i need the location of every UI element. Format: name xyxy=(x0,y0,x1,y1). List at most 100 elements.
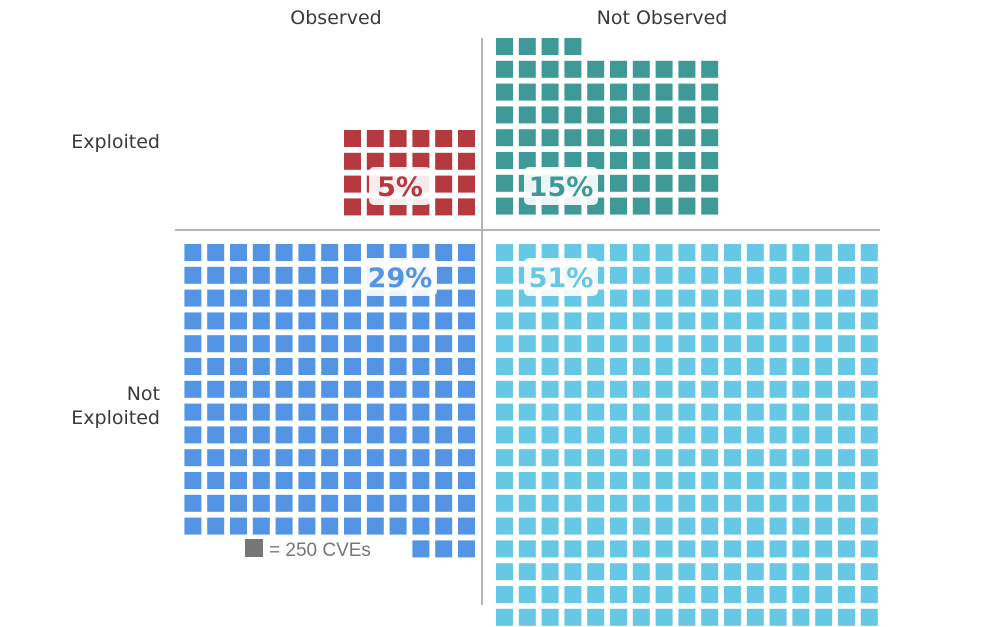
waffle-square xyxy=(724,472,741,489)
waffle-square xyxy=(252,312,270,330)
waffle-square xyxy=(564,106,582,124)
waffle-square xyxy=(518,358,536,375)
percent-badge-background xyxy=(524,167,598,205)
waffle-square xyxy=(207,472,225,489)
waffle-square xyxy=(838,540,855,558)
waffle-square xyxy=(230,312,247,330)
waffle-square xyxy=(184,244,202,261)
waffle-square xyxy=(275,426,293,444)
waffle-square xyxy=(815,494,833,512)
waffle-square xyxy=(230,335,247,353)
waffle-square xyxy=(298,358,316,375)
percent-badge-background xyxy=(369,167,431,205)
waffle-square xyxy=(632,494,650,512)
waffle-square xyxy=(344,517,361,535)
waffle-square xyxy=(655,517,673,535)
waffle-square xyxy=(412,312,430,330)
waffle-exploited-not-observed xyxy=(496,38,719,215)
waffle-square xyxy=(678,106,696,124)
waffle-square xyxy=(412,152,430,170)
waffle-square xyxy=(724,358,741,375)
waffle-square xyxy=(769,517,787,535)
waffle-square xyxy=(746,289,764,307)
waffle-square xyxy=(252,244,270,261)
waffle-square xyxy=(632,335,650,353)
waffle-square xyxy=(435,244,453,261)
waffle-square xyxy=(587,244,605,261)
waffle-square xyxy=(541,426,559,444)
waffle-square xyxy=(564,380,582,398)
waffle-square xyxy=(518,426,536,444)
waffle-square xyxy=(632,244,650,261)
waffle-square xyxy=(724,266,741,284)
waffle-square xyxy=(701,494,719,512)
waffle-square xyxy=(458,380,475,398)
waffle-square xyxy=(678,403,696,421)
waffle-square xyxy=(321,289,339,307)
waffle-square xyxy=(496,586,513,603)
waffle-square xyxy=(230,494,247,512)
waffle-square xyxy=(389,152,407,170)
waffle-square xyxy=(458,540,475,558)
waffle-square xyxy=(610,106,627,124)
waffle-square xyxy=(655,197,673,215)
waffle-square xyxy=(610,472,627,489)
waffle-square xyxy=(610,358,627,375)
waffle-square xyxy=(769,494,787,512)
waffle-square xyxy=(769,449,787,467)
waffle-square xyxy=(564,540,582,558)
waffle-square xyxy=(321,358,339,375)
waffle-square xyxy=(610,449,627,467)
waffle-square xyxy=(610,83,627,101)
waffle-square xyxy=(496,472,513,489)
waffle-square xyxy=(275,403,293,421)
waffle-square xyxy=(838,244,855,261)
waffle-square xyxy=(275,266,293,284)
waffle-square xyxy=(458,472,475,489)
waffle-square xyxy=(815,608,833,626)
waffle-square xyxy=(746,335,764,353)
waffle-square xyxy=(321,380,339,398)
waffle-square xyxy=(344,358,361,375)
waffle-square xyxy=(412,472,430,489)
waffle-square xyxy=(792,426,810,444)
waffle-square xyxy=(815,358,833,375)
waffle-square xyxy=(389,244,407,261)
waffle-square xyxy=(184,358,202,375)
waffle-square xyxy=(207,494,225,512)
waffle-square xyxy=(610,540,627,558)
waffle-square xyxy=(496,449,513,467)
waffle-square xyxy=(458,244,475,261)
waffle-square xyxy=(678,174,696,192)
waffle-square xyxy=(792,586,810,603)
waffle-square xyxy=(655,266,673,284)
waffle-square xyxy=(412,335,430,353)
waffle-square xyxy=(344,312,361,330)
waffle-square xyxy=(587,83,605,101)
waffle-square xyxy=(564,403,582,421)
waffle-square xyxy=(366,312,384,330)
waffle-square xyxy=(344,403,361,421)
waffle-square xyxy=(321,494,339,512)
waffle-square xyxy=(632,60,650,78)
waffle-square xyxy=(701,608,719,626)
waffle-square xyxy=(678,244,696,261)
waffle-square xyxy=(724,494,741,512)
waffle-square xyxy=(230,289,247,307)
waffle-square xyxy=(701,129,719,147)
waffle-square xyxy=(587,335,605,353)
waffle-square xyxy=(458,494,475,512)
waffle-square xyxy=(838,358,855,375)
waffle-square xyxy=(724,335,741,353)
legend-swatch-icon xyxy=(245,539,263,557)
waffle-square xyxy=(815,517,833,535)
waffle-square xyxy=(230,403,247,421)
waffle-square xyxy=(792,472,810,489)
waffle-square xyxy=(724,312,741,330)
waffle-square xyxy=(458,358,475,375)
waffle-square xyxy=(610,244,627,261)
waffle-square xyxy=(838,266,855,284)
waffle-square xyxy=(412,449,430,467)
waffle-square xyxy=(792,494,810,512)
